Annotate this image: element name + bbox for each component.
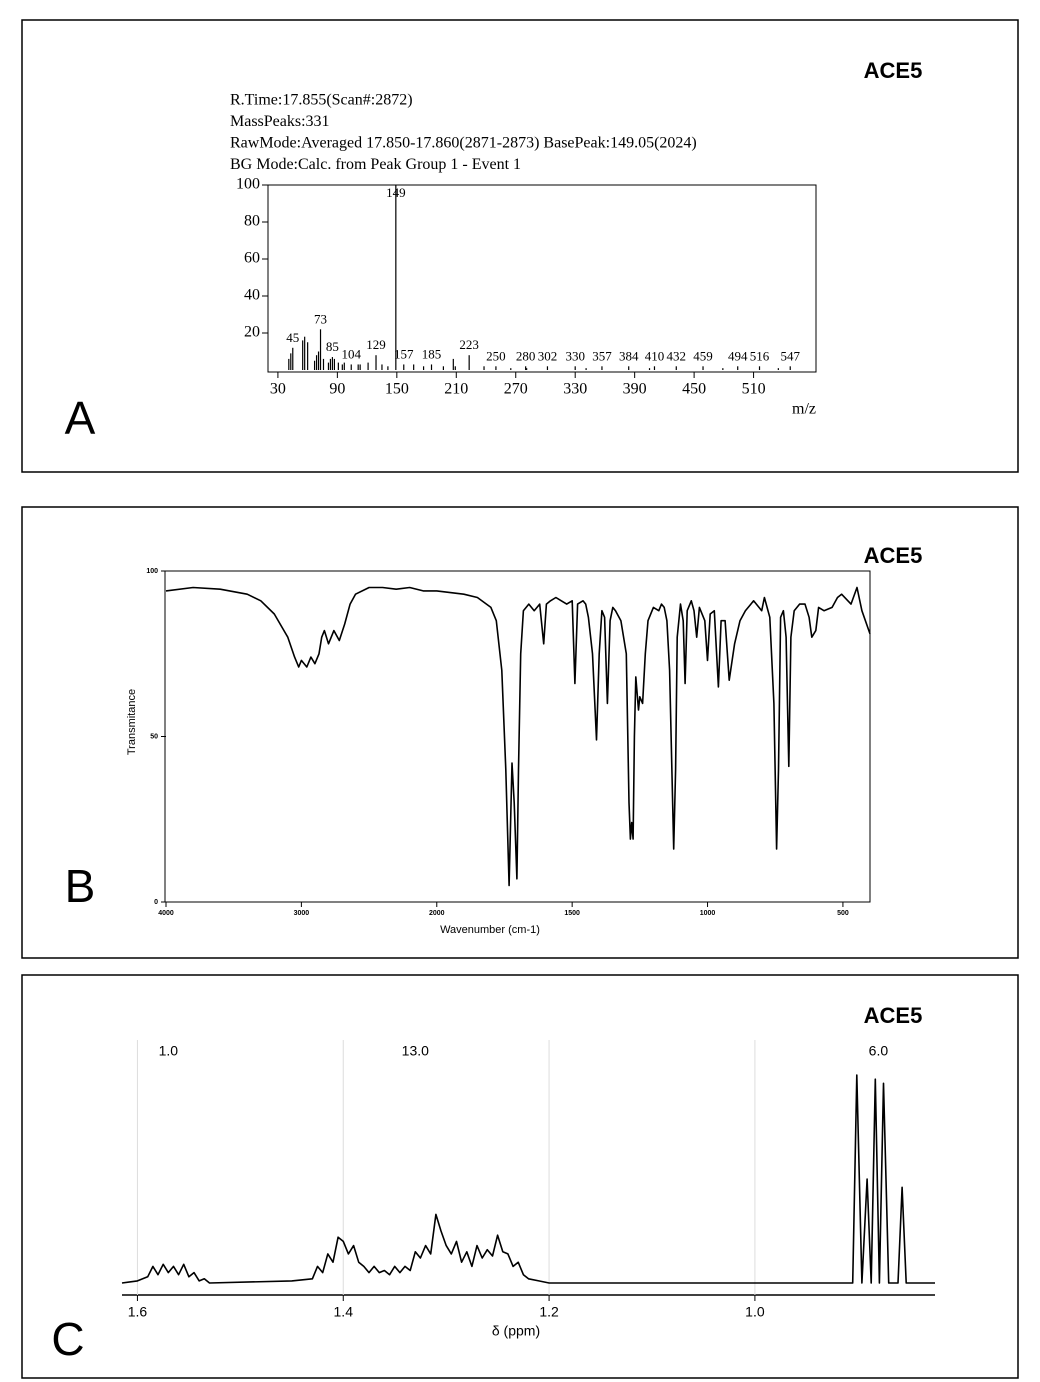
peak-label: 223 <box>459 337 479 352</box>
x-tick-label: 510 <box>742 381 766 398</box>
x-tick-label: 210 <box>444 381 468 398</box>
x-tick-label: 390 <box>623 381 647 398</box>
x-tick-label: 1.6 <box>128 1304 148 1320</box>
peak-label: 384 <box>619 348 639 363</box>
sample-title: ACE5 <box>864 1003 923 1028</box>
spectrum-line <box>165 586 871 887</box>
peak-label: 302 <box>538 348 558 363</box>
peak-label: 73 <box>314 311 327 326</box>
header-line: BG Mode:Calc. from Peak Group 1 - Event … <box>230 156 521 173</box>
panel-label: A <box>65 392 96 444</box>
y-tick-label: 50 <box>150 733 158 740</box>
x-tick-label: 90 <box>329 381 345 398</box>
peak-label: 250 <box>486 348 506 363</box>
x-axis-label: Wavenumber (cm-1) <box>440 924 540 936</box>
peak-label: 149 <box>386 185 406 200</box>
peak-label: 157 <box>394 346 414 361</box>
panel-label: C <box>51 1313 84 1365</box>
x-tick-label: 3000 <box>294 910 310 917</box>
panel-frame <box>21 974 1019 1379</box>
x-tick-label: 450 <box>682 381 706 398</box>
y-tick-label: 60 <box>244 250 260 267</box>
x-axis-label: m/z <box>792 401 816 418</box>
x-tick-label: 4000 <box>158 910 174 917</box>
peak-label: 85 <box>326 339 339 354</box>
x-tick-label: 1.2 <box>539 1304 559 1320</box>
y-axis-label: Transmitance <box>126 689 138 755</box>
peak-label: 104 <box>341 346 361 361</box>
peak-label: 185 <box>422 346 442 361</box>
integral-label: 1.0 <box>159 1043 179 1059</box>
peak-label: 516 <box>750 348 770 363</box>
header-line: RawMode:Averaged 17.850-17.860(2871-2873… <box>230 135 697 152</box>
plot-frame <box>267 184 817 373</box>
panel-frame <box>21 506 1019 959</box>
integral-label: 6.0 <box>869 1043 889 1059</box>
y-tick-label: 80 <box>244 213 260 230</box>
panel-label: B <box>65 860 96 912</box>
x-tick-label: 270 <box>504 381 528 398</box>
spectrum-line <box>121 1074 935 1284</box>
y-tick-label: 40 <box>244 287 260 304</box>
header-line: R.Time:17.855(Scan#:2872) <box>230 92 413 109</box>
peak-label: 330 <box>565 348 585 363</box>
peak-label: 280 <box>516 348 536 363</box>
x-tick-label: 1.4 <box>334 1304 354 1320</box>
peak-label: 357 <box>592 348 612 363</box>
sample-title: ACE5 <box>864 543 923 568</box>
x-tick-label: 1500 <box>564 910 580 917</box>
x-tick-label: 30 <box>270 381 286 398</box>
x-axis-label: δ (ppm) <box>492 1323 540 1339</box>
x-tick-label: 330 <box>563 381 587 398</box>
y-tick-label: 100 <box>146 568 158 575</box>
panel-frame <box>21 19 1019 473</box>
peak-label: 494 <box>728 348 748 363</box>
peak-label: 432 <box>667 348 687 363</box>
peak-label: 410 <box>645 348 665 363</box>
x-tick-label: 1.0 <box>745 1304 765 1320</box>
sample-title: ACE5 <box>864 58 923 83</box>
x-tick-label: 1000 <box>700 910 716 917</box>
y-tick-label: 100 <box>236 176 260 193</box>
x-tick-label: 150 <box>385 381 409 398</box>
header-line: MassPeaks:331 <box>230 113 330 130</box>
peak-label: 45 <box>286 330 299 345</box>
y-tick-label: 20 <box>244 324 260 341</box>
peak-label: 547 <box>780 348 800 363</box>
y-tick-label: 0 <box>154 899 158 906</box>
x-tick-label: 2000 <box>429 910 445 917</box>
integral-label: 13.0 <box>402 1043 429 1059</box>
x-tick-label: 500 <box>837 910 849 917</box>
peak-label: 459 <box>693 348 713 363</box>
peak-label: 129 <box>366 337 386 352</box>
